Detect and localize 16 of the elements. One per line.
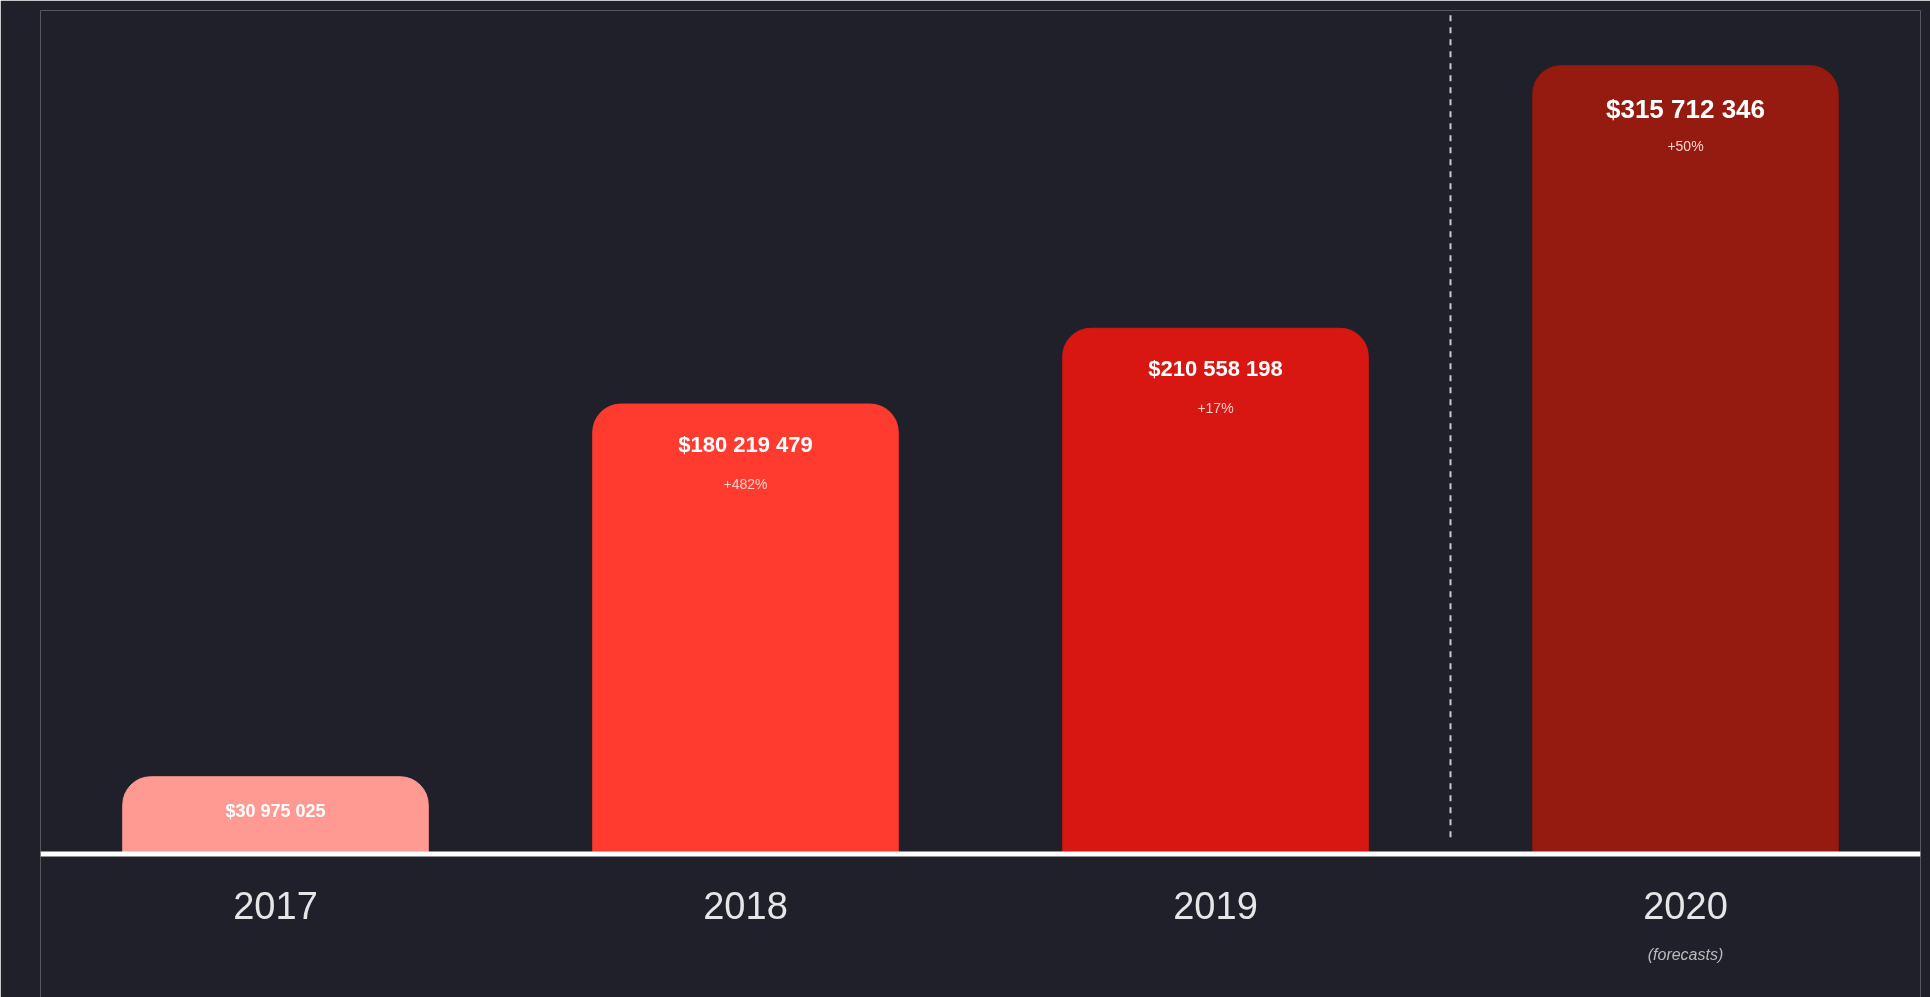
annotation: +50%	[1667, 137, 1704, 154]
x-tick-label: 2020	[1643, 885, 1728, 928]
data-label: $180 219 479	[678, 432, 813, 458]
x-tick-label: 2019	[1173, 885, 1258, 928]
data-label: $210 558 198	[1148, 356, 1283, 382]
annotation: +17%	[1197, 400, 1234, 417]
text: (forecasts)	[1647, 946, 1724, 964]
data-label: $30 975 025	[225, 800, 326, 821]
x-tick-label: 2017	[233, 885, 318, 928]
bar	[1062, 327, 1369, 855]
annotation: +482%	[723, 476, 768, 493]
bar	[122, 776, 429, 855]
bar	[1532, 65, 1839, 855]
bar	[592, 403, 899, 855]
data-label: $315 712 346	[1605, 93, 1766, 124]
x-tick-label: 2018	[703, 885, 788, 928]
